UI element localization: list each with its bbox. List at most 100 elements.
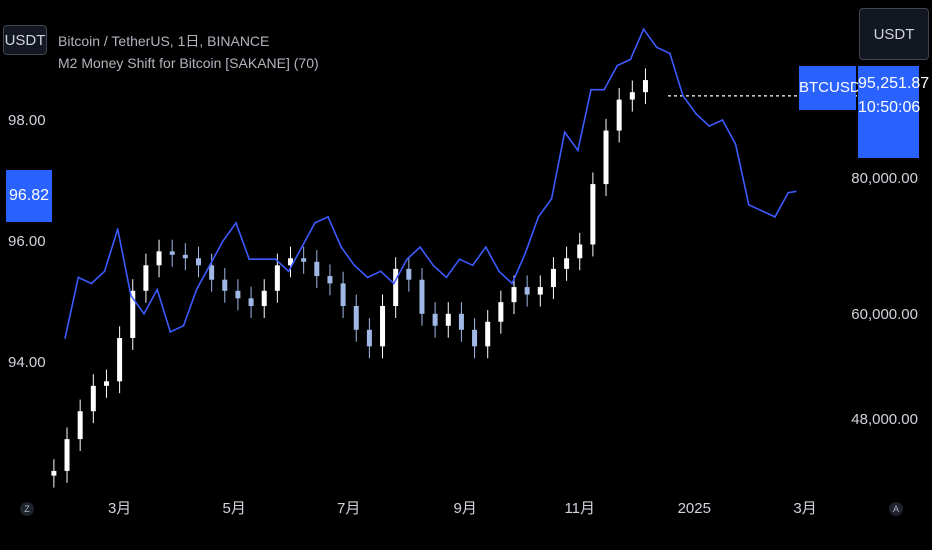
m2-point [392,282,395,285]
candle-body [51,470,57,476]
m2-point [77,276,80,279]
candle [603,118,609,197]
m2-point [261,258,264,261]
m2-point [156,288,159,291]
candle [406,257,412,292]
currency-button-left[interactable]: USDT [3,25,47,55]
left-tick-label: 96.00 [8,233,46,250]
m2-point [353,264,356,267]
candle-body [616,99,622,131]
m2-point [366,276,369,279]
candle-body [327,276,333,284]
candle [143,253,149,303]
last-price-value: 95,251.87 [858,75,930,92]
candle-body [222,279,228,291]
right-axis-ticks: 48,000.00 60,000.00 80,000.00 [851,170,918,428]
m2-point [64,337,67,339]
candle [353,294,359,342]
candle-body [498,302,504,322]
candle-body [130,290,136,339]
candle-body [156,251,162,266]
m2-point [747,203,750,206]
candle [90,374,96,424]
m2-point [458,258,461,261]
candle-body [353,306,359,330]
legend-main-series[interactable]: Bitcoin / TetherUS, 1日, BINANCE [58,33,270,49]
candle-body [288,258,294,266]
candle-body [524,287,530,295]
candle-body [366,329,372,347]
candle [130,279,136,350]
zoom-icon[interactable]: Z [20,502,34,516]
candle [314,250,320,289]
candle-body [590,184,596,245]
candle [103,369,109,398]
candle-body [577,244,583,259]
candle-body [169,251,175,255]
candle [340,271,346,318]
candle-body [432,313,438,326]
m2-point [642,28,645,31]
candle-body [235,290,241,299]
candle [156,239,162,278]
left-axis-ticks: 94.00 96.00 98.00 [8,112,46,371]
m2-point [708,125,711,127]
m2-point [287,270,290,273]
candle [590,172,596,257]
m2-point [445,276,448,279]
m2-point [182,324,185,327]
time-tick-label: 11月 [564,500,595,517]
candle [235,279,241,311]
bar-countdown: 10:50:06 [858,99,921,116]
left-tick-label: 98.00 [8,112,46,129]
candle-body [393,268,399,307]
time-axis-ticks: 3月 5月 7月 9月 11月 2025 3月 [108,500,817,517]
m2-point [761,209,763,212]
symbol-tag: BTCUSDT [799,66,870,110]
m2-point [590,88,592,91]
currency-button-right[interactable]: USDT [859,8,929,60]
candle [51,459,57,488]
candle [195,246,201,278]
m2-point [471,264,474,267]
candle [327,264,333,296]
candle-body [564,258,570,269]
candle [380,294,386,359]
m2-point [537,215,540,218]
candle [301,246,307,274]
candle-body [550,268,556,288]
candle [432,302,438,338]
candle-body [274,265,280,291]
m2-point [682,94,684,97]
candle-body [406,268,412,280]
candle-body [642,80,648,93]
candle-body [419,279,425,314]
m2-point [498,270,500,273]
auto-scale-icon[interactable]: A [889,502,903,516]
candle-body [314,261,320,277]
candle-body [103,381,109,386]
m2-point [616,64,619,67]
m2-line [64,27,796,339]
m2-point [655,46,658,49]
last-price-tag: 95,251.87 10:50:06 [858,66,930,158]
m2-point [774,215,776,218]
candle [261,279,267,318]
m2-point [129,294,132,297]
candle [629,80,635,112]
candle-body [143,265,149,291]
candle-body [603,130,609,185]
candle-body [195,258,201,266]
m2-point [787,191,790,194]
candle [458,302,464,342]
m2-point [668,52,671,55]
candle [419,268,425,326]
indicator-value-tag: 96.82 [6,170,52,222]
candle [642,68,648,105]
candle [64,427,70,483]
candle [393,257,399,318]
candle-body [445,313,451,326]
legend-indicator[interactable]: M2 Money Shift for Bitcoin [SAKANE] (70) [58,55,319,71]
time-tick-label: 3月 [793,500,816,517]
